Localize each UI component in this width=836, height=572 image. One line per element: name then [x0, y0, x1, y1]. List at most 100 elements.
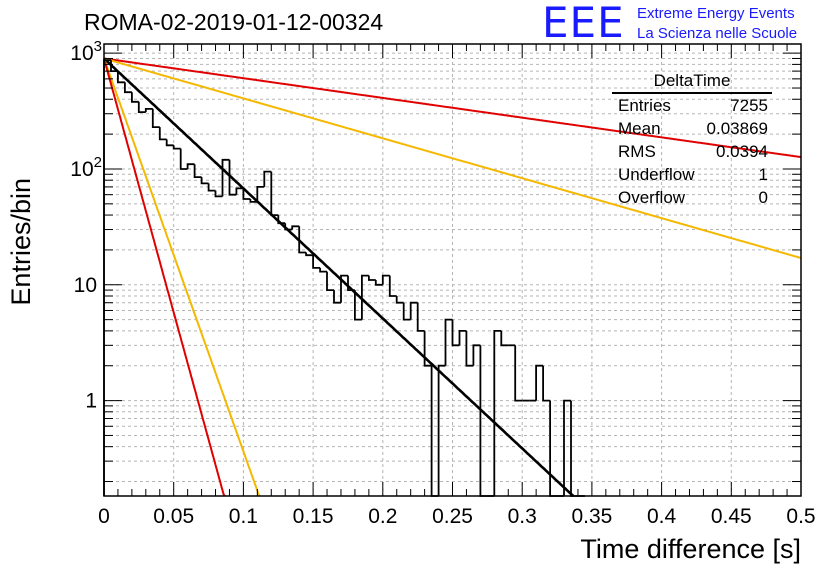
- stats-value: 7255: [730, 96, 768, 115]
- histogram-bin: [124, 82, 132, 94]
- histogram-bin: [368, 275, 376, 281]
- histogram-bin: [493, 330, 502, 496]
- histogram-bin: [374, 280, 383, 286]
- histogram-bin: [249, 199, 258, 203]
- logo-line-2: La Scienza nelle Scuole: [637, 25, 798, 42]
- histogram-bin: [131, 92, 139, 103]
- logo-line-1: Extreme Energy Events: [637, 5, 795, 22]
- histogram-bin: [228, 159, 237, 196]
- histogram-bin: [207, 183, 216, 192]
- curve-red-slow: [103, 57, 802, 159]
- stats-label: Entries: [618, 96, 671, 115]
- histogram-bin: [221, 158, 230, 197]
- histogram-bin: [172, 145, 181, 150]
- stats-row: Entries 7255: [612, 94, 772, 117]
- histogram-bin: [347, 275, 355, 291]
- histogram-bin: [284, 223, 293, 231]
- ticks: [103, 44, 802, 496]
- x-tick-label: 0.15: [293, 505, 334, 528]
- x-tick-label: 0.5: [786, 505, 815, 528]
- histogram-bin: [263, 170, 272, 187]
- y-axis-label: Entries/bin: [6, 178, 36, 306]
- histogram-bin: [451, 319, 460, 347]
- histogram-bin: [333, 290, 341, 304]
- histogram-bin: [514, 345, 523, 402]
- histogram-bin: [409, 301, 418, 320]
- x-tick-label: 0.1: [229, 505, 258, 528]
- grid: [103, 44, 802, 496]
- histogram-bin: [144, 108, 153, 113]
- x-tick-label: 0.45: [711, 505, 752, 528]
- stats-value: 0.0394: [716, 142, 768, 161]
- stats-label: RMS: [618, 142, 656, 161]
- y-tick-label: 10: [74, 274, 97, 297]
- histogram-bin: [430, 365, 439, 497]
- histogram-bin: [270, 171, 279, 216]
- histogram-bin: [340, 274, 348, 303]
- histogram-bin: [381, 274, 390, 285]
- histogram-bin: [326, 271, 334, 291]
- histogram-bin: [437, 364, 446, 496]
- x-tick-label: 0.4: [647, 505, 677, 528]
- histogram-bin: [416, 302, 425, 332]
- stats-value: 0.03869: [706, 119, 768, 138]
- histogram-bin: [298, 226, 307, 254]
- curve-red-fast: [103, 58, 226, 497]
- histogram-bin: [117, 71, 125, 84]
- histogram-bin: [500, 330, 509, 347]
- histogram-bin: [137, 101, 146, 113]
- histogram-bin: [465, 330, 474, 367]
- histogram-bin: [165, 139, 174, 147]
- curve-orange-slow: [103, 57, 802, 259]
- stats-value: 1: [758, 165, 768, 184]
- x-tick-label: 0.25: [432, 505, 473, 528]
- eee-logo-letters: EEE: [542, 0, 625, 47]
- histogram-bin: [361, 274, 369, 320]
- stats-row: RMS 0.0394: [612, 140, 772, 163]
- histogram-bin: [542, 365, 551, 402]
- histogram-bin: [235, 187, 244, 195]
- histogram-bin: [193, 164, 202, 178]
- histogram-bin: [472, 344, 481, 366]
- x-tick-label: 0.2: [368, 505, 397, 528]
- x-tick-label: 0.3: [508, 505, 537, 528]
- stats-row: Underflow 1: [612, 163, 772, 186]
- tick-labels: 0 0.05 0.1 0.15 0.2 0.25 0.3 0.35 0.4 0.45 0.51101…: [70, 38, 815, 528]
- histogram-bin: [277, 215, 286, 225]
- curve-fit: [103, 57, 575, 497]
- histogram-bin: [479, 345, 488, 497]
- histogram-bin: [402, 302, 411, 321]
- histogram-bin: [354, 290, 362, 321]
- histogram-bin: [444, 318, 453, 366]
- stats-row: Mean 0.03869: [612, 117, 772, 140]
- stats-label: Mean: [618, 119, 661, 138]
- stats-box: DeltaTime Entries 7255 Mean 0.03869 RMS …: [612, 70, 772, 209]
- histogram-bin: [458, 330, 467, 346]
- x-tick-label: 0: [98, 505, 110, 528]
- histogram-bin: [319, 267, 327, 273]
- histogram-bin: [242, 188, 251, 200]
- histogram-bin: [312, 255, 321, 269]
- histogram-bin: [256, 186, 265, 202]
- y-tick-label: 1: [85, 390, 97, 413]
- histogram-bin: [103, 59, 111, 496]
- curve-orange-fast: [103, 58, 261, 497]
- histogram-bin: [423, 330, 432, 367]
- x-axis-label: Time difference [s]: [580, 534, 801, 564]
- histogram-bin: [214, 190, 223, 198]
- chart-title: ROMA-02-2019-01-12-00324: [84, 9, 384, 35]
- y-tick-label: 103: [70, 38, 102, 65]
- y-tick-label: 102: [70, 154, 102, 181]
- histogram-bin: [151, 108, 160, 128]
- histogram-bin: [395, 296, 404, 304]
- histogram-bin: [388, 275, 397, 297]
- histogram-bin: [291, 225, 300, 230]
- x-tick-label: 0.05: [153, 505, 194, 528]
- histogram-bin: [305, 252, 314, 257]
- histogram-bin: [563, 399, 571, 496]
- histogram-bin: [158, 127, 167, 141]
- stats-value: 0: [758, 188, 768, 207]
- stats-label: Overflow: [618, 188, 686, 207]
- histogram-bin: [200, 177, 209, 185]
